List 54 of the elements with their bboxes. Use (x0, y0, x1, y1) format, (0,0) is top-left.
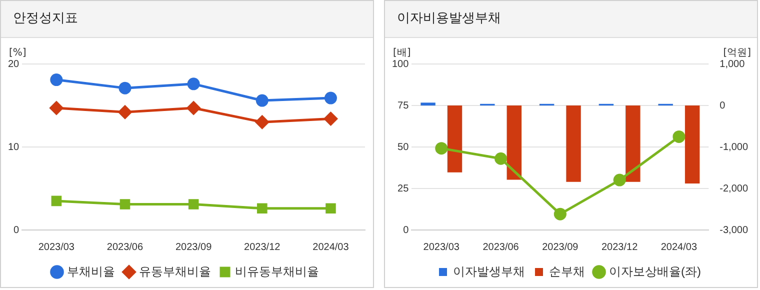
point (494, 152, 508, 165)
point (50, 101, 64, 115)
point (255, 115, 269, 129)
point (51, 196, 62, 206)
y2-axis-title: [억원] (723, 48, 752, 59)
point (50, 74, 63, 86)
x-tick-label: 2023/03 (423, 242, 460, 253)
point (186, 101, 200, 115)
point (187, 78, 200, 90)
x-tick-label: 2023/12 (601, 242, 638, 253)
y-tick-label: 75 (398, 100, 410, 112)
y2-tick-label: -1,000 (720, 142, 748, 153)
point (188, 199, 199, 210)
point (118, 82, 132, 94)
y-tick-label: 0 (403, 224, 410, 236)
point (324, 112, 338, 126)
chart-title: 안정성지표 (1, 1, 373, 38)
y-axis-title: [배] (393, 48, 411, 59)
y2-tick-label: 0 (720, 100, 726, 112)
y-tick-label: 20 (8, 58, 20, 70)
point (435, 142, 448, 155)
y-tick-label: 0 (14, 224, 20, 236)
point (256, 94, 268, 107)
y-tick-label: 100 (392, 58, 410, 70)
point (120, 199, 130, 210)
chart-title: 이자비용발생부채 (385, 1, 757, 38)
y-tick-label: 50 (398, 142, 410, 153)
y-axis-title: [%] (9, 48, 26, 59)
legend-label: 유동부채비율 (139, 264, 211, 278)
legend-label: 이자보상배율(좌) (609, 264, 702, 278)
legend-label: 순부채 (549, 264, 586, 278)
point (672, 130, 686, 143)
x-tick-label: 2023/09 (175, 242, 212, 253)
y2-tick-label: -3,000 (720, 224, 748, 236)
x-tick-label: 2023/06 (482, 242, 520, 253)
point (326, 203, 336, 214)
x-tick-label: 2023/03 (38, 242, 75, 253)
point (324, 92, 337, 104)
x-tick-label: 2023/12 (244, 242, 281, 253)
x-tick-label: 2023/09 (542, 242, 579, 253)
point (257, 203, 268, 214)
point (118, 105, 132, 119)
legend-label: 이자발생부채 (453, 264, 526, 278)
point (554, 208, 566, 220)
x-tick-label: 2024/03 (660, 242, 698, 253)
point (613, 174, 626, 186)
x-tick-label: 2024/03 (312, 242, 350, 253)
y2-tick-label: 1,000 (720, 58, 746, 70)
y-tick-label: 25 (398, 183, 410, 194)
legend-label: 부채비율 (67, 264, 115, 278)
y-tick-label: 10 (8, 142, 20, 153)
y2-tick-label: -2,000 (720, 183, 748, 194)
legend-label: 비유동부채비율 (235, 264, 319, 278)
x-tick-label: 2023/06 (106, 242, 144, 253)
